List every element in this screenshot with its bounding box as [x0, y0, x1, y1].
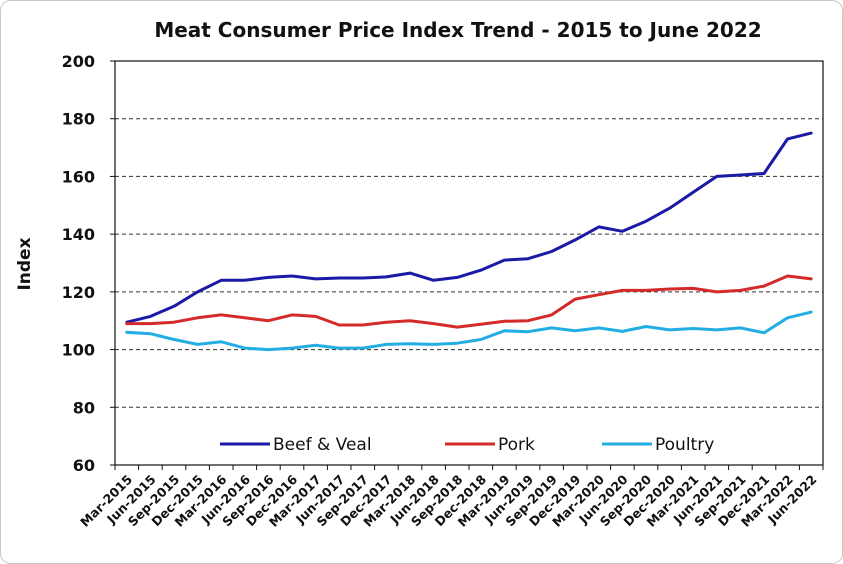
plot-area-border [114, 60, 824, 466]
legend-label-beef-veal: Beef & Veal [273, 435, 372, 455]
legend-label-pork: Pork [498, 435, 535, 455]
chart-title: Meat Consumer Price Index Trend - 2015 t… [154, 18, 761, 42]
y-tick-label: 160 [62, 167, 95, 186]
y-tick-label: 180 [62, 110, 95, 129]
series-lines [125, 131, 813, 352]
gridlines [115, 118, 823, 408]
y-tick-label: 140 [62, 225, 95, 244]
series-line-poultry [125, 310, 813, 352]
series-line-beef-veal [125, 131, 813, 324]
y-tick-label: 120 [62, 283, 95, 302]
y-axis-ticks: 60 80 100 120 140 160 180 200 [62, 52, 115, 475]
legend: Beef & Veal Pork Poultry [220, 435, 714, 455]
legend-label-poultry: Poultry [655, 435, 714, 455]
y-tick-label: 60 [73, 456, 95, 475]
y-tick-label: 100 [62, 341, 95, 360]
y-tick-label: 200 [62, 52, 95, 71]
y-tick-label: 80 [73, 398, 95, 417]
y-axis-label: Index [15, 237, 35, 290]
series-line-pork [125, 274, 813, 329]
